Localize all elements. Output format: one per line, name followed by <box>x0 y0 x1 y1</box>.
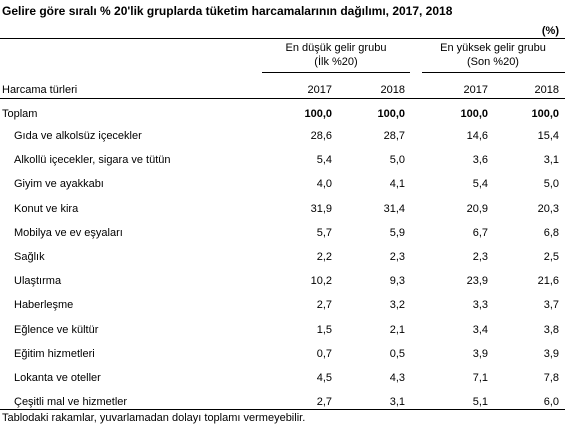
group-sub: (İlk %20) <box>314 56 358 68</box>
cell: 2,5 <box>543 251 559 263</box>
cell: 5,9 <box>389 226 405 239</box>
row-header: Harcama türleri <box>2 84 78 96</box>
cell: 14,6 <box>466 130 488 142</box>
cell: 21,6 <box>537 275 559 288</box>
rule <box>0 98 565 99</box>
cell: 20,3 <box>537 202 559 215</box>
cell: 4,5 <box>316 372 332 384</box>
rule <box>0 409 565 410</box>
cell: 3,8 <box>543 323 559 336</box>
unit: (%) <box>541 25 559 37</box>
rule <box>0 38 565 39</box>
note: Tablodaki rakamlar, yuvarlamadan dolayı … <box>2 412 306 424</box>
row-label: Konut ve kira <box>14 202 79 215</box>
cell: 5,7 <box>316 226 332 239</box>
cell: 5,0 <box>389 154 405 167</box>
cell: 7,8 <box>543 372 559 384</box>
cell: 2,1 <box>389 323 405 336</box>
row-label: Sağlık <box>14 251 45 263</box>
cell: 6,8 <box>543 226 559 239</box>
cell: 2,7 <box>316 396 332 409</box>
cell: 15,4 <box>537 130 559 142</box>
cell: 2,7 <box>316 299 332 312</box>
row-label: Mobilya ve ev eşyaları <box>14 226 123 239</box>
group-label: En yüksek gelir grubu <box>440 42 546 54</box>
year-header: 2017 <box>307 84 332 96</box>
cell: 5,1 <box>472 396 488 409</box>
group-label: En düşük gelir grubu <box>285 42 387 54</box>
cell: 31,4 <box>383 202 405 215</box>
cell: 100,0 <box>531 108 559 120</box>
row-label: Ulaştırma <box>14 275 62 288</box>
cell: 31,9 <box>310 202 332 215</box>
cell: 1,5 <box>316 323 332 336</box>
cell: 3,1 <box>389 396 405 409</box>
year-header: 2018 <box>534 84 559 96</box>
cell: 5,0 <box>543 178 559 191</box>
year-header: 2018 <box>380 84 405 96</box>
cell: 4,1 <box>389 178 405 191</box>
cell: 4,3 <box>389 372 405 384</box>
cell: 2,2 <box>316 251 332 263</box>
cell: 7,1 <box>472 372 488 384</box>
row-label: Giyim ve ayakkabı <box>14 178 104 191</box>
row-label: Lokanta ve oteller <box>14 372 101 384</box>
cell: 3,7 <box>543 299 559 312</box>
cell: 28,7 <box>383 130 405 142</box>
row-label: Haberleşme <box>14 299 74 312</box>
cell: 4,0 <box>316 178 332 191</box>
rule <box>422 72 565 73</box>
cell: 0,5 <box>389 347 405 360</box>
row-label: Eğitim hizmetleri <box>14 347 95 360</box>
cell: 10,2 <box>310 275 332 288</box>
cell: 9,3 <box>389 275 405 288</box>
cell: 5,4 <box>472 178 488 191</box>
cell: 3,3 <box>472 299 488 312</box>
group-sub: (Son %20) <box>467 56 519 68</box>
row-label: Eğlence ve kültür <box>14 323 99 336</box>
cell: 2,3 <box>472 251 488 263</box>
row-label: Alkollü içecekler, sigara ve tütün <box>14 154 171 167</box>
cell: 23,9 <box>466 275 488 288</box>
year-header: 2017 <box>463 84 488 96</box>
cell: 3,1 <box>543 154 559 167</box>
cell: 3,9 <box>543 347 559 360</box>
row-label: Gıda ve alkolsüz içecekler <box>14 130 142 142</box>
cell: 28,6 <box>310 130 332 142</box>
cell: 2,3 <box>389 251 405 263</box>
cell: 100,0 <box>460 108 488 120</box>
cell: 3,4 <box>472 323 488 336</box>
cell: 5,4 <box>316 154 332 167</box>
cell: 20,9 <box>466 202 488 215</box>
cell: 3,2 <box>389 299 405 312</box>
row-label: Çeşitli mal ve hizmetler <box>14 396 128 409</box>
cell: 6,0 <box>543 396 559 409</box>
cell: 3,9 <box>472 347 488 360</box>
cell: 0,7 <box>316 347 332 360</box>
cell: 100,0 <box>377 108 405 120</box>
rule <box>262 72 410 73</box>
cell: 3,6 <box>472 154 488 167</box>
row-label: Toplam <box>2 108 38 120</box>
title: Gelire göre sıralı % 20'lik gruplarda tü… <box>2 4 453 18</box>
cell: 100,0 <box>304 108 332 120</box>
cell: 6,7 <box>472 226 488 239</box>
